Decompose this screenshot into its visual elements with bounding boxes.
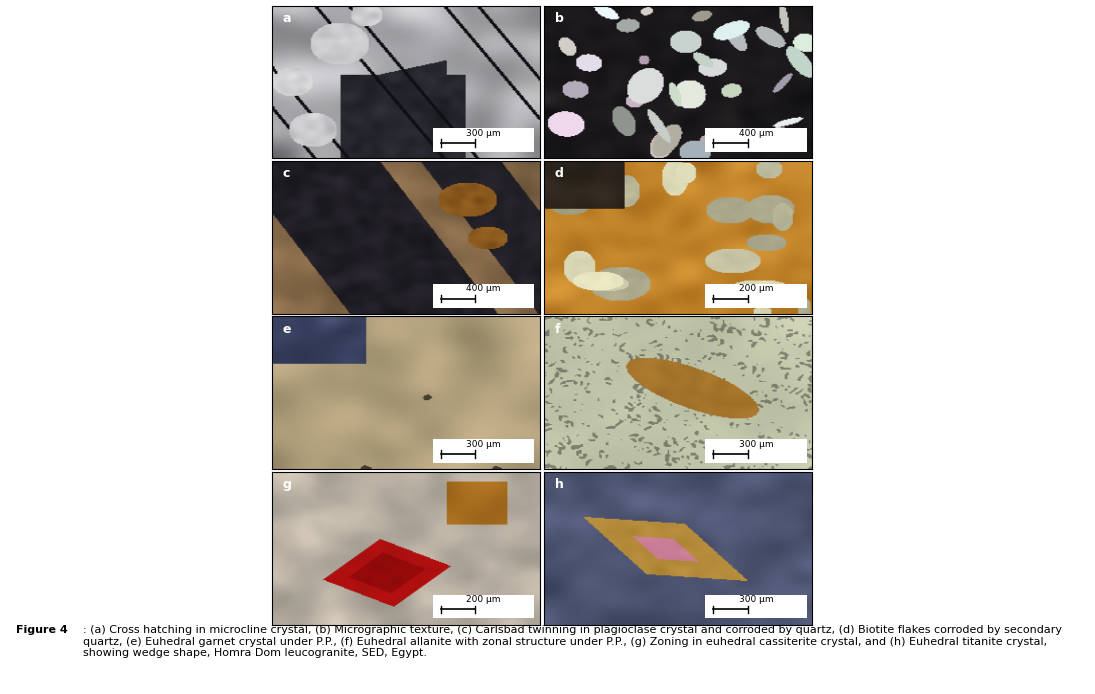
Bar [705, 595, 807, 618]
Text: Figure 4: Figure 4 [16, 625, 68, 635]
Bar [433, 284, 534, 307]
Text: b: b [555, 12, 564, 25]
Text: 400 μm: 400 μm [466, 285, 500, 294]
Text: e: e [283, 323, 291, 336]
Text: g: g [283, 478, 291, 491]
Text: a: a [283, 12, 291, 25]
Bar [433, 595, 534, 618]
Text: 200 μm: 200 μm [739, 285, 773, 294]
Bar [705, 284, 807, 307]
Text: h: h [555, 478, 564, 491]
Text: 300 μm: 300 μm [466, 440, 500, 449]
Text: d: d [555, 167, 564, 180]
Bar [705, 439, 807, 463]
Text: 300 μm: 300 μm [466, 129, 500, 138]
Text: 400 μm: 400 μm [739, 129, 773, 138]
Text: : (a) Cross hatching in microcline crystal, (b) Micrographic texture, (c) Carlsb: : (a) Cross hatching in microcline cryst… [83, 625, 1062, 659]
Bar [705, 128, 807, 152]
Text: f: f [555, 323, 561, 336]
Text: 300 μm: 300 μm [739, 595, 773, 604]
Text: 200 μm: 200 μm [466, 595, 500, 604]
Bar [433, 128, 534, 152]
Text: 300 μm: 300 μm [739, 440, 773, 449]
Text: c: c [283, 167, 290, 180]
Bar [433, 439, 534, 463]
